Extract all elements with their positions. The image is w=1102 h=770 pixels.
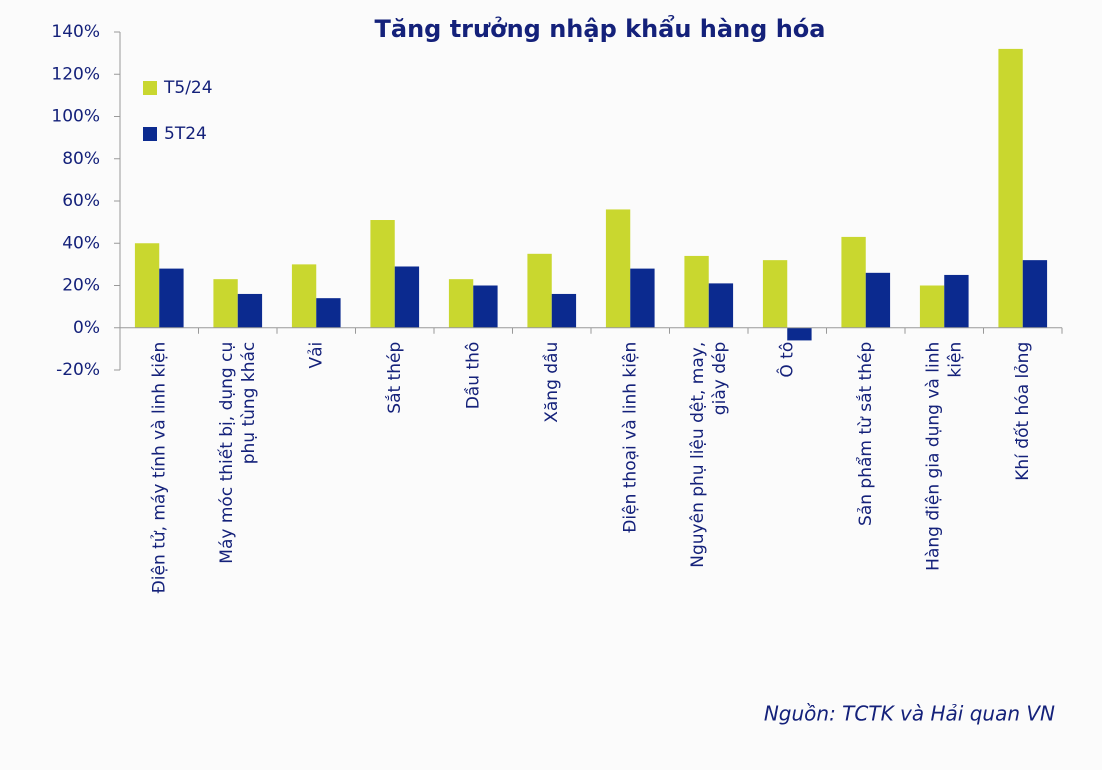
bar (473, 285, 498, 328)
x-tick-label: Ô tô (775, 342, 797, 378)
bar (630, 268, 655, 328)
bar (787, 327, 812, 341)
legend-swatch (143, 127, 157, 141)
legend-label: T5/24 (163, 78, 213, 98)
x-tick-label: Sản phẩm từ sắt thép (855, 342, 876, 526)
legend-swatch (143, 81, 157, 95)
bar (316, 298, 341, 328)
x-tick-label: Điện thoại và linh kiện (620, 342, 640, 533)
y-tick-label: 20% (62, 276, 100, 296)
x-tick-label-group: Nguyên phụ liệu dệt, may, giày dép (688, 342, 730, 568)
x-tick-label: Điện tử, máy tính và linh kiện (149, 342, 169, 594)
bar (394, 266, 420, 328)
x-tick-label: Hàng điện gia dụng và linh (923, 342, 943, 571)
bar (370, 220, 395, 328)
chart-title: Tăng trưởng nhập khẩu hàng hóa (375, 13, 826, 43)
bar (291, 264, 317, 328)
x-tick-label-group: Khí đốt hóa lỏng (1012, 342, 1033, 481)
y-tick-label: 100% (51, 107, 100, 127)
bar (841, 236, 866, 328)
x-tick-label: Xăng dầu (541, 342, 562, 423)
x-tick-label-group: Ô tô (775, 342, 797, 378)
bar (998, 48, 1023, 328)
x-tick-label-group: Điện tử, máy tính và linh kiện (149, 342, 169, 594)
bar (237, 293, 263, 328)
bar (865, 272, 891, 328)
x-tick-label-group: Xăng dầu (541, 342, 562, 423)
x-tick-label-group: Dầu thô (462, 342, 483, 410)
x-tick-label-group: Máy móc thiết bị, dụng cụ phụ tùng khác (216, 342, 259, 564)
bar (527, 253, 552, 328)
y-tick-label: 60% (62, 191, 100, 211)
bar (684, 255, 709, 328)
x-tick-label: Khí đốt hóa lỏng (1012, 342, 1033, 481)
x-tick-label: kiện (945, 342, 965, 378)
bar (134, 243, 160, 328)
bar (448, 279, 474, 328)
bar (708, 283, 734, 328)
x-tick-label: phụ tùng khác (239, 342, 259, 465)
bar (762, 260, 788, 328)
y-tick-label: 80% (62, 149, 100, 169)
x-tick-label: giày dép (710, 342, 730, 415)
bar (919, 285, 945, 328)
bar (213, 279, 238, 328)
bar (605, 209, 631, 328)
x-tick-label: Sắt thép (384, 342, 405, 414)
x-tick-label-group: Sản phẩm từ sắt thép (855, 342, 876, 526)
bar (1022, 260, 1048, 328)
legend-label: 5T24 (164, 124, 207, 144)
x-tick-label: Dầu thô (462, 342, 483, 410)
y-tick-label: 140% (51, 22, 100, 42)
y-tick-label: 40% (62, 233, 100, 253)
x-tick-label-group: Vải (306, 342, 326, 369)
y-tick-label: -20% (56, 360, 100, 380)
source-note: Nguồn: TCTK và Hải quan VN (764, 702, 1055, 726)
y-tick-label: 120% (51, 64, 100, 84)
x-tick-label: Vải (306, 342, 326, 369)
y-tick-label: 0% (73, 318, 100, 338)
bar (551, 293, 577, 328)
x-tick-label: Máy móc thiết bị, dụng cụ (216, 342, 237, 564)
x-tick-label-group: Điện thoại và linh kiện (620, 342, 640, 533)
bar (159, 268, 184, 328)
bar (944, 274, 969, 328)
x-tick-label: Nguyên phụ liệu dệt, may, (688, 342, 708, 568)
x-tick-label-group: Sắt thép (384, 342, 405, 414)
x-tick-label-group: Hàng điện gia dụng và linh kiện (923, 342, 965, 571)
